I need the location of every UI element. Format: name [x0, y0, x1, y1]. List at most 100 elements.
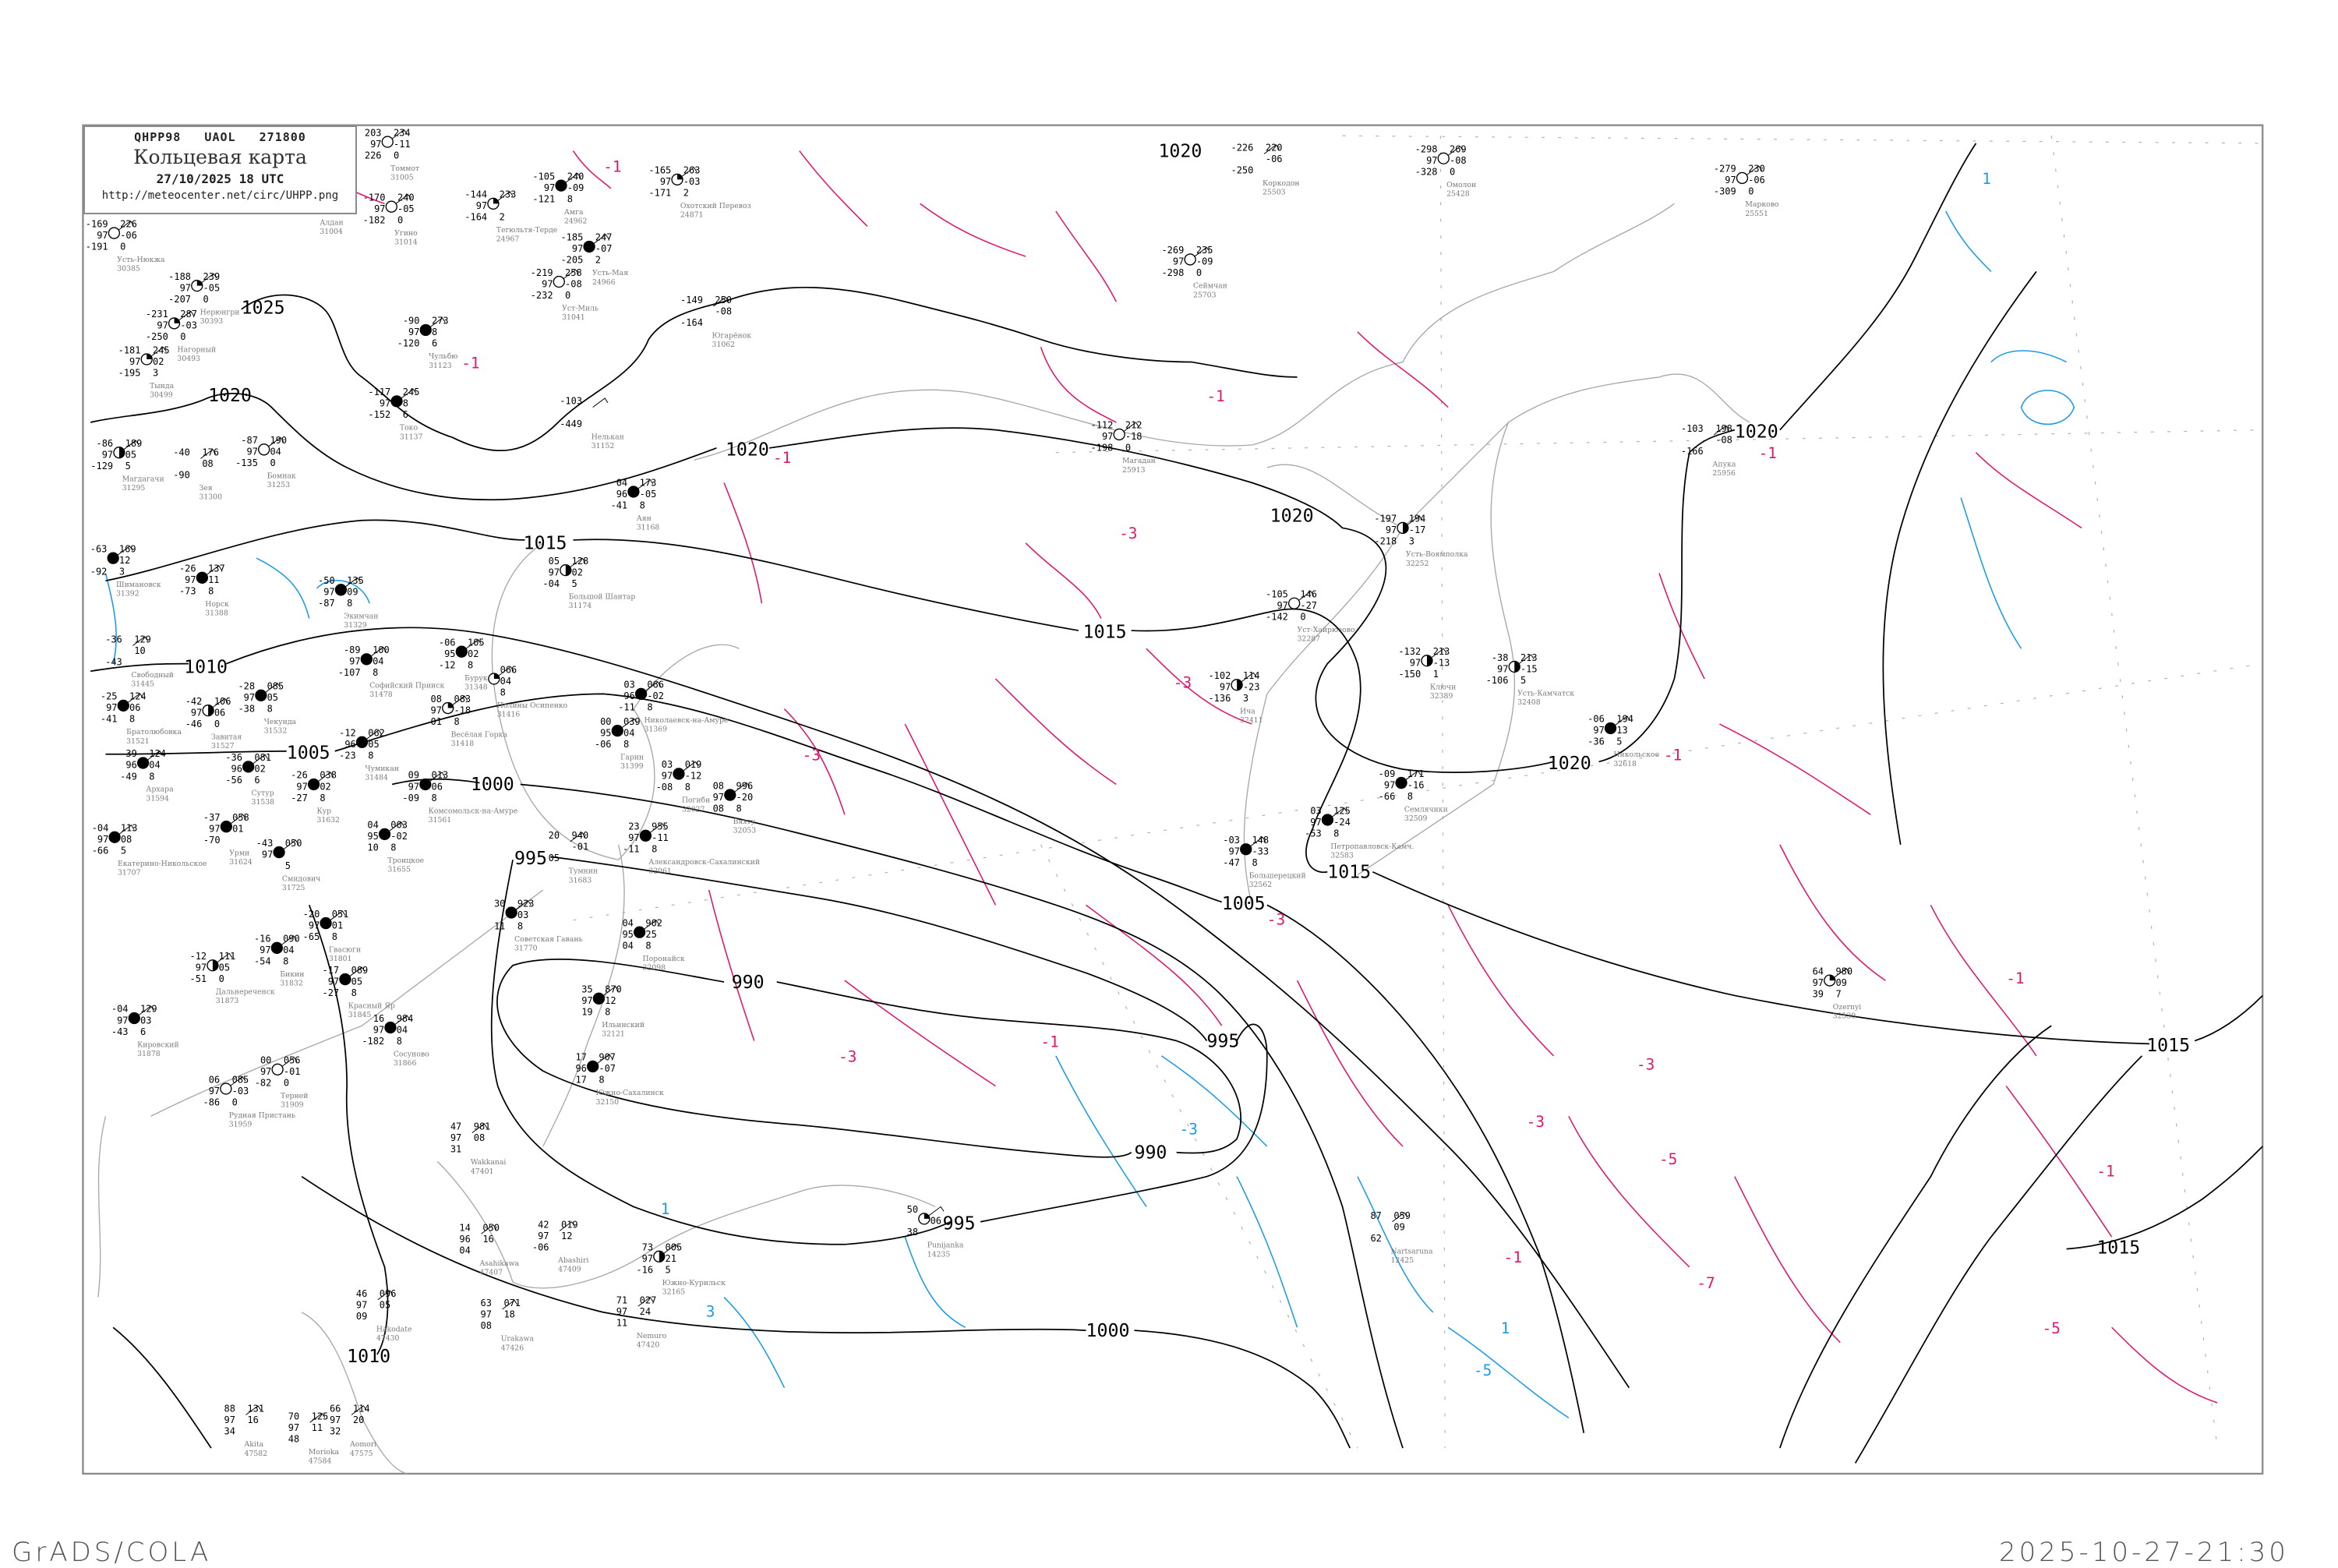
- obs-visibility: 95: [367, 831, 378, 842]
- station-name: Завитая: [211, 733, 242, 741]
- station-id: 31845: [348, 1011, 372, 1019]
- wind-barb-icon: [377, 1290, 394, 1301]
- isotherm-label: -3: [839, 1048, 856, 1066]
- station-id: 31300: [199, 493, 222, 502]
- obs-cloud-base: 8: [283, 956, 288, 967]
- station-name: Punijanka: [927, 1241, 964, 1250]
- obs-visibility: 97: [209, 1086, 220, 1097]
- obs-pressure-tendency: 03: [517, 909, 528, 920]
- station-name: Morioka: [309, 1448, 340, 1457]
- wind-barb-icon: [1713, 425, 1730, 436]
- station-id: 25503: [1263, 189, 1286, 197]
- obs-cloud-base: 8: [1333, 828, 1339, 839]
- obs-cloud-base: 0: [232, 1097, 238, 1107]
- wind-barb-icon: [138, 1005, 154, 1015]
- obs-dewpoint: 62: [1370, 1233, 1381, 1244]
- station-name: Усть-Мая: [592, 269, 628, 277]
- obs-temperature: -181: [118, 344, 141, 355]
- isotherm-label: -1: [1206, 387, 1224, 405]
- obs-temperature: -103: [560, 396, 582, 407]
- cloud-cover-fill-icon: [659, 1251, 665, 1263]
- obs-visibility: 97: [1426, 155, 1437, 166]
- station-name: Ильинский: [602, 1021, 645, 1029]
- obs-pressure-tendency: 04: [270, 447, 281, 457]
- obs-pressure-tendency: -07: [599, 1063, 616, 1074]
- obs-pressure-tendency: 21: [666, 1253, 676, 1264]
- isotherm-label: -1: [1759, 444, 1777, 462]
- obs-cloud-base: 6: [140, 1026, 146, 1037]
- obs-dewpoint: 38: [907, 1227, 918, 1238]
- station-id: 47407: [479, 1269, 503, 1277]
- obs-pressure: 146: [1300, 588, 1317, 599]
- obs-visibility: 97: [408, 327, 419, 337]
- obs-cloud-base: 5: [285, 860, 291, 871]
- obs-pressure: 269: [1450, 144, 1467, 155]
- obs-dewpoint: -12: [439, 659, 456, 670]
- wind-barb-icon: [127, 693, 143, 703]
- obs-cloud-base: 3: [119, 566, 125, 577]
- obs-cloud-base: 8: [605, 1007, 610, 1018]
- station-name: Ича: [1240, 708, 1256, 716]
- obs-pressure-tendency: -05: [397, 203, 415, 214]
- cloud-cover-icon: [339, 973, 351, 986]
- station-id: 32411: [1240, 716, 1263, 725]
- obs-cloud-base: 0: [120, 241, 125, 252]
- station-id: 31655: [387, 866, 411, 874]
- isotherm-label: 3: [706, 1303, 715, 1321]
- obs-cloud-base: 2: [683, 188, 689, 199]
- obs-pressure-tendency: 10: [134, 645, 145, 656]
- obs-temperature: -09: [1379, 768, 1396, 779]
- obs-cloud-base: 8: [599, 1075, 604, 1086]
- station-id: 32252: [1406, 560, 1429, 568]
- station-id: 31004: [320, 228, 343, 236]
- station-id: 25428: [1446, 190, 1470, 199]
- station-name: Тумнин: [569, 867, 598, 876]
- station-name: Магадан: [1122, 457, 1156, 465]
- station-id: 24967: [496, 235, 520, 244]
- obs-cloud-base: 8: [645, 940, 651, 951]
- station-id: 31632: [316, 816, 340, 825]
- obs-dewpoint: -49: [120, 771, 137, 782]
- station-id: 25703: [1193, 291, 1217, 299]
- station-name: Магдагачи: [122, 475, 164, 483]
- obs-pressure-tendency: -27: [1300, 600, 1317, 611]
- obs-dewpoint: -195: [118, 367, 141, 378]
- wind-barb-icon: [1746, 165, 1763, 175]
- isotherm-label: -1: [603, 158, 621, 176]
- obs-pressure: 114: [1243, 670, 1260, 681]
- obs-pressure-tendency: 09: [1393, 1221, 1404, 1232]
- obs-dewpoint: -70: [203, 835, 221, 846]
- cloud-cover-icon: [634, 687, 648, 700]
- cloud-cover-icon: [390, 395, 403, 408]
- obs-pressure-tendency: 04: [149, 760, 160, 771]
- wind-barb-icon: [1263, 144, 1280, 154]
- obs-cloud-base: 8: [368, 750, 373, 761]
- station-name: Нагорный: [177, 346, 216, 355]
- obs-pressure: 194: [1409, 514, 1426, 524]
- wind-barb-icon: [150, 346, 167, 357]
- obs-pressure-tendency: -12: [685, 771, 702, 782]
- obs-dewpoint: -171: [648, 188, 671, 199]
- wind-barb-icon: [570, 557, 586, 568]
- obs-dewpoint: -298: [1161, 267, 1184, 278]
- obs-pressure: 235: [1196, 245, 1213, 256]
- obs-pressure: 258: [565, 267, 582, 278]
- obs-pressure: 003: [390, 820, 408, 831]
- wind-barb-icon: [637, 1296, 654, 1307]
- obs-dewpoint: -142: [1266, 612, 1288, 623]
- station-id: 31174: [569, 602, 592, 610]
- station-id: 31416: [497, 710, 521, 719]
- obs-dewpoint: 01: [431, 716, 442, 727]
- obs-pressure: 239: [203, 271, 221, 282]
- station-name: Усть-Камчатск: [1517, 689, 1574, 697]
- obs-cloud-base: 8: [129, 714, 135, 725]
- station-id: 32150: [596, 1098, 620, 1107]
- station-id: 31137: [400, 433, 423, 441]
- wind-barb-icon: [178, 310, 195, 321]
- isobar-label: 1015: [2146, 1035, 2190, 1056]
- obs-temperature: -87: [241, 435, 258, 446]
- wind-barb-icon: [1407, 515, 1423, 525]
